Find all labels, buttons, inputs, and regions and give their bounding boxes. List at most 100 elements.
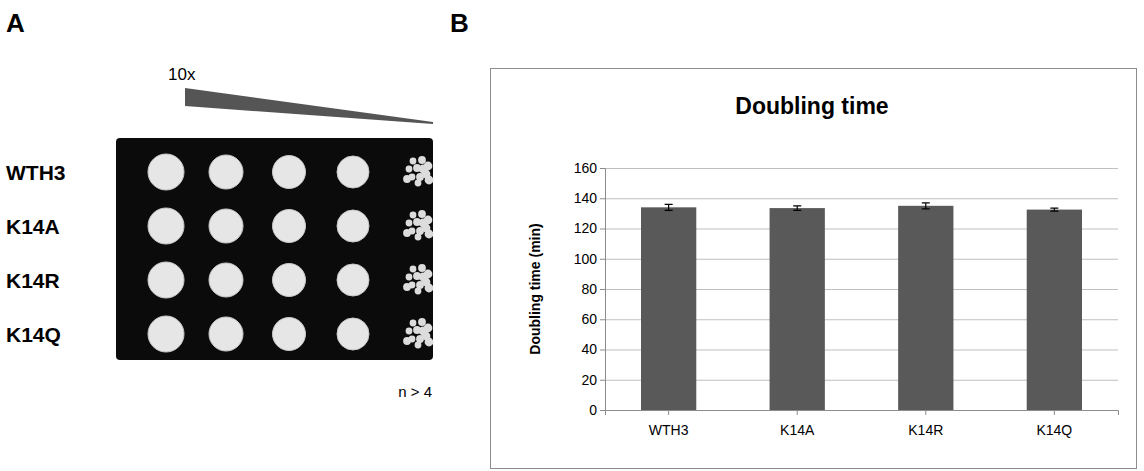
colony <box>425 284 434 293</box>
colony <box>403 283 411 291</box>
colony-spot <box>148 262 184 298</box>
y-tick-label: 80 <box>581 281 597 297</box>
grid-line <box>605 198 1118 199</box>
colony <box>406 166 413 173</box>
chart-title: Doubling time <box>735 93 888 119</box>
colony-spot <box>273 264 306 297</box>
colony <box>410 320 417 327</box>
chart-panel: Doubling time 0 20 40 60 80 100 120 140 160 WTH3 K1… <box>491 69 1137 469</box>
colony <box>406 274 413 281</box>
colony <box>419 165 428 174</box>
spot-row <box>148 154 433 190</box>
x-tick-label: K14R <box>908 422 943 438</box>
colony <box>415 180 422 187</box>
spot-row <box>148 208 433 244</box>
dilution-wedge <box>185 88 433 124</box>
y-tick: 80 <box>581 281 605 297</box>
y-tick-mark <box>600 380 605 381</box>
colony <box>406 220 413 227</box>
error-bar <box>1050 208 1058 211</box>
y-tick: 60 <box>581 311 605 327</box>
y-tick-mark <box>600 198 605 199</box>
x-tick-mark <box>925 410 926 415</box>
chart-frame <box>491 69 1137 469</box>
colony-spot <box>273 318 306 351</box>
grid-line <box>605 168 1118 169</box>
error-bar <box>922 203 930 209</box>
y-axis: 0 20 40 60 80 100 120 140 160 <box>574 160 606 418</box>
colony <box>406 328 413 335</box>
y-axis-title: Doubling time (min) <box>527 223 543 354</box>
y-tick-mark <box>600 259 605 260</box>
strain-label: K14A <box>6 215 60 238</box>
colony-spot <box>337 264 369 296</box>
y-tick-mark <box>600 229 605 230</box>
colony-spot <box>148 154 184 190</box>
colony-spot <box>209 155 243 189</box>
colony-spot <box>209 209 243 243</box>
y-tick-mark <box>600 168 605 169</box>
spot-row <box>148 316 433 352</box>
y-tick: 20 <box>581 372 605 388</box>
x-tick-mark <box>797 410 798 415</box>
colony-spot <box>273 156 306 189</box>
x-tick: K14A <box>780 410 815 438</box>
colony <box>415 234 422 241</box>
replicates-label: n > 4 <box>398 383 432 400</box>
grid <box>605 169 1118 411</box>
y-tick-label: 40 <box>581 341 597 357</box>
spot-assay-panel: 10xWTH3K14AK14RK14Qn > 4 <box>6 65 433 400</box>
colony-spot <box>148 316 184 352</box>
panel-letter: B <box>450 8 469 38</box>
colony <box>425 176 434 185</box>
colony <box>418 156 426 164</box>
y-tick-mark <box>600 410 605 411</box>
x-tick-label: WTH3 <box>649 422 689 438</box>
y-tick: 120 <box>574 220 605 236</box>
colony-spot <box>209 317 243 351</box>
colony <box>403 229 411 237</box>
y-tick-label: 140 <box>574 190 598 206</box>
colony <box>403 337 411 345</box>
y-tick-label: 160 <box>574 160 598 176</box>
colony-spot <box>273 210 306 243</box>
bar <box>1027 210 1082 410</box>
colony-spot <box>337 156 369 188</box>
y-tick: 40 <box>581 341 605 357</box>
colony <box>419 219 428 228</box>
colony <box>410 266 417 273</box>
y-tick-label: 60 <box>581 311 597 327</box>
y-tick-label: 120 <box>574 220 598 236</box>
spot-row <box>148 262 433 298</box>
colony-spot <box>337 210 369 242</box>
strain-label: K14R <box>6 269 60 292</box>
colony-spot <box>337 318 369 350</box>
x-tick-label: K14A <box>780 422 815 438</box>
y-tick-label: 0 <box>589 402 597 418</box>
x-tick-mark <box>668 410 669 415</box>
panel-letter: A <box>6 8 25 38</box>
error-bar <box>665 204 673 210</box>
colony <box>425 338 434 347</box>
dilution-label: 10x <box>168 65 196 84</box>
x-tick: WTH3 <box>649 410 689 438</box>
y-tick: 140 <box>574 190 605 206</box>
colony <box>410 212 417 219</box>
y-tick-mark <box>600 289 605 290</box>
bar <box>641 207 696 410</box>
x-axis-line <box>606 411 1119 416</box>
strain-label: WTH3 <box>6 161 66 184</box>
colony <box>415 342 422 349</box>
x-tick-label: K14Q <box>1036 422 1072 438</box>
colony <box>415 288 422 295</box>
y-tick-mark <box>600 319 605 320</box>
y-tick: 0 <box>589 402 605 418</box>
y-tick-label: 100 <box>574 251 598 267</box>
plate-photo <box>116 138 433 360</box>
figure: A B 10x WTH3 K14A K14R K14Q n > 4 Doubling time 0… <box>0 0 1144 471</box>
colony <box>410 158 417 165</box>
colony <box>418 210 426 218</box>
colony <box>418 264 426 272</box>
colony <box>419 273 428 282</box>
error-bar <box>793 206 801 211</box>
